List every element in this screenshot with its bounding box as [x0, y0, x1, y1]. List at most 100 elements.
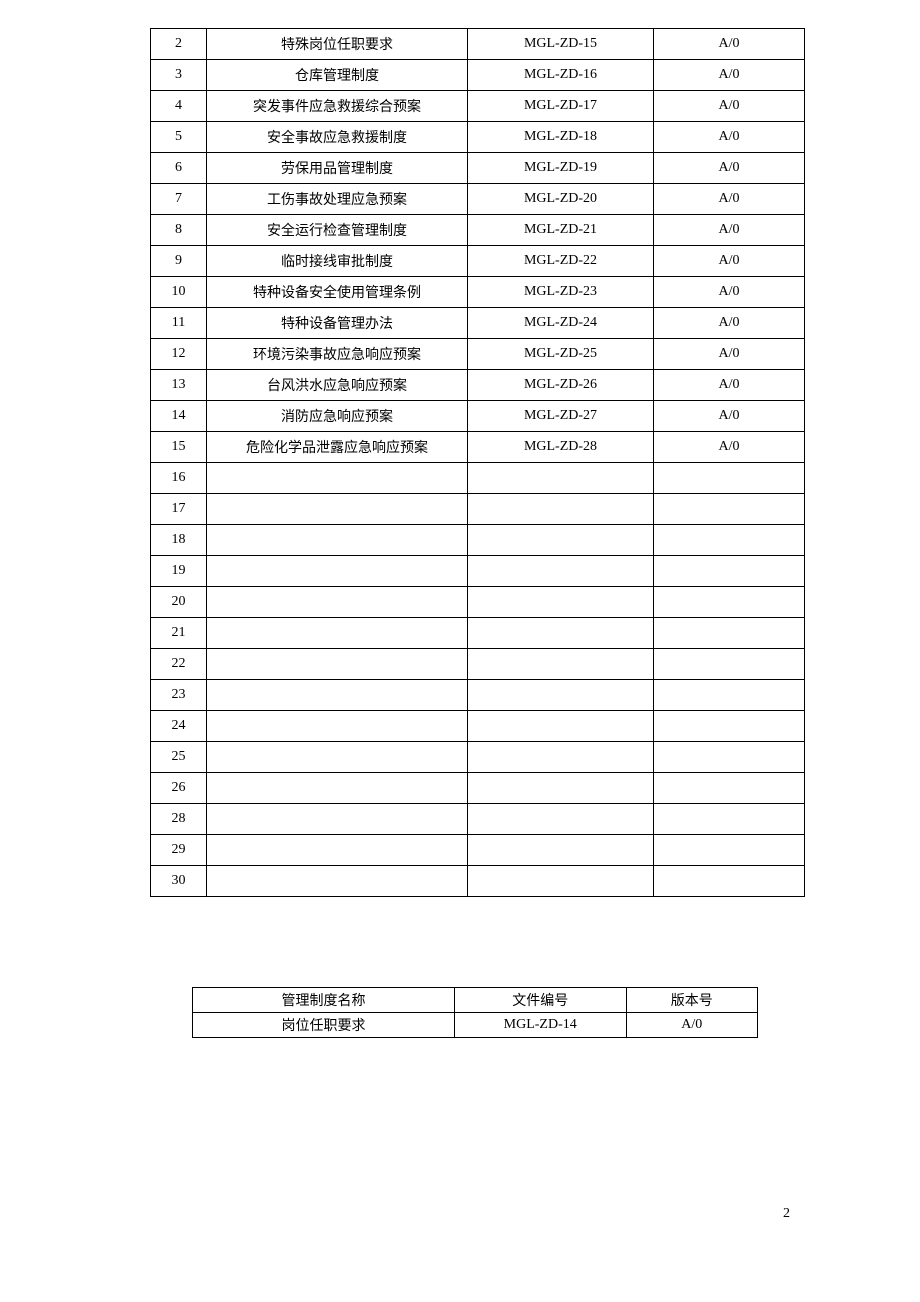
table-row: 2特殊岗位任职要求MGL-ZD-15A/0 — [151, 29, 805, 60]
cell-name: 特种设备安全使用管理条例 — [207, 277, 468, 308]
cell-name: 岗位任职要求 — [193, 1013, 455, 1038]
cell-ver: A/0 — [654, 60, 805, 91]
cell-num: 26 — [151, 773, 207, 804]
cell-name — [207, 494, 468, 525]
cell-code — [468, 618, 654, 649]
cell-name: 特殊岗位任职要求 — [207, 29, 468, 60]
cell-num: 30 — [151, 866, 207, 897]
cell-num: 17 — [151, 494, 207, 525]
document-page: 2特殊岗位任职要求MGL-ZD-15A/03仓库管理制度MGL-ZD-16A/0… — [0, 0, 920, 1302]
cell-code: MGL-ZD-20 — [468, 184, 654, 215]
cell-num: 4 — [151, 91, 207, 122]
table-row: 岗位任职要求 MGL-ZD-14 A/0 — [193, 1013, 758, 1038]
table-row: 18 — [151, 525, 805, 556]
cell-name — [207, 587, 468, 618]
cell-code: MGL-ZD-26 — [468, 370, 654, 401]
cell-code — [468, 525, 654, 556]
table-row: 19 — [151, 556, 805, 587]
cell-name — [207, 556, 468, 587]
cell-code — [468, 463, 654, 494]
cell-num: 13 — [151, 370, 207, 401]
header-code: 文件编号 — [454, 988, 626, 1013]
cell-name: 临时接线审批制度 — [207, 246, 468, 277]
cell-code — [468, 835, 654, 866]
cell-code: MGL-ZD-23 — [468, 277, 654, 308]
cell-num: 21 — [151, 618, 207, 649]
cell-name — [207, 804, 468, 835]
cell-code — [468, 773, 654, 804]
cell-num: 9 — [151, 246, 207, 277]
cell-code — [468, 804, 654, 835]
cell-code: MGL-ZD-18 — [468, 122, 654, 153]
cell-ver: A/0 — [654, 401, 805, 432]
table-row: 20 — [151, 587, 805, 618]
cell-name — [207, 680, 468, 711]
table-row: 12环境污染事故应急响应预案MGL-ZD-25A/0 — [151, 339, 805, 370]
table-row: 7工伤事故处理应急预案MGL-ZD-20A/0 — [151, 184, 805, 215]
cell-code: MGL-ZD-15 — [468, 29, 654, 60]
cell-code — [468, 556, 654, 587]
cell-code: MGL-ZD-25 — [468, 339, 654, 370]
cell-num: 22 — [151, 649, 207, 680]
cell-ver: A/0 — [654, 277, 805, 308]
cell-num: 2 — [151, 29, 207, 60]
cell-ver — [654, 680, 805, 711]
cell-ver: A/0 — [654, 215, 805, 246]
table-row: 29 — [151, 835, 805, 866]
table-row: 13台风洪水应急响应预案MGL-ZD-26A/0 — [151, 370, 805, 401]
cell-ver: A/0 — [654, 122, 805, 153]
cell-name — [207, 618, 468, 649]
cell-name: 台风洪水应急响应预案 — [207, 370, 468, 401]
table-row: 25 — [151, 742, 805, 773]
cell-name — [207, 463, 468, 494]
page-number: 2 — [783, 1206, 790, 1222]
cell-code — [468, 649, 654, 680]
cell-num: 19 — [151, 556, 207, 587]
cell-ver — [654, 804, 805, 835]
cell-name: 消防应急响应预案 — [207, 401, 468, 432]
cell-ver: A/0 — [654, 184, 805, 215]
cell-ver — [654, 587, 805, 618]
cell-code: MGL-ZD-28 — [468, 432, 654, 463]
second-table-wrap: 管理制度名称 文件编号 版本号 岗位任职要求 MGL-ZD-14 A/0 — [150, 987, 800, 1038]
cell-ver: A/0 — [626, 1013, 757, 1038]
cell-ver: A/0 — [654, 246, 805, 277]
cell-ver — [654, 866, 805, 897]
cell-code: MGL-ZD-21 — [468, 215, 654, 246]
cell-code: MGL-ZD-19 — [468, 153, 654, 184]
cell-code — [468, 866, 654, 897]
cell-num: 7 — [151, 184, 207, 215]
cell-code: MGL-ZD-27 — [468, 401, 654, 432]
header-name: 管理制度名称 — [193, 988, 455, 1013]
cell-name: 安全运行检查管理制度 — [207, 215, 468, 246]
table-row: 23 — [151, 680, 805, 711]
cell-num: 20 — [151, 587, 207, 618]
cell-num: 15 — [151, 432, 207, 463]
table-row: 17 — [151, 494, 805, 525]
cell-name — [207, 835, 468, 866]
cell-num: 18 — [151, 525, 207, 556]
header-ver: 版本号 — [626, 988, 757, 1013]
cell-code — [468, 494, 654, 525]
cell-ver: A/0 — [654, 91, 805, 122]
cell-name — [207, 711, 468, 742]
table-row: 8安全运行检查管理制度MGL-ZD-21A/0 — [151, 215, 805, 246]
cell-num: 12 — [151, 339, 207, 370]
table-row: 4突发事件应急救援综合预案MGL-ZD-17A/0 — [151, 91, 805, 122]
cell-name: 特种设备管理办法 — [207, 308, 468, 339]
cell-num: 29 — [151, 835, 207, 866]
cell-name — [207, 525, 468, 556]
table-row: 5安全事故应急救援制度MGL-ZD-18A/0 — [151, 122, 805, 153]
table-row: 15危险化学品泄露应急响应预案MGL-ZD-28A/0 — [151, 432, 805, 463]
cell-ver: A/0 — [654, 339, 805, 370]
cell-ver — [654, 556, 805, 587]
table-row: 9临时接线审批制度MGL-ZD-22A/0 — [151, 246, 805, 277]
table-row: 11特种设备管理办法MGL-ZD-24A/0 — [151, 308, 805, 339]
cell-name: 仓库管理制度 — [207, 60, 468, 91]
cell-num: 24 — [151, 711, 207, 742]
cell-code: MGL-ZD-24 — [468, 308, 654, 339]
cell-code — [468, 742, 654, 773]
cell-ver — [654, 773, 805, 804]
cell-ver: A/0 — [654, 370, 805, 401]
policy-list-table: 2特殊岗位任职要求MGL-ZD-15A/03仓库管理制度MGL-ZD-16A/0… — [150, 28, 805, 897]
